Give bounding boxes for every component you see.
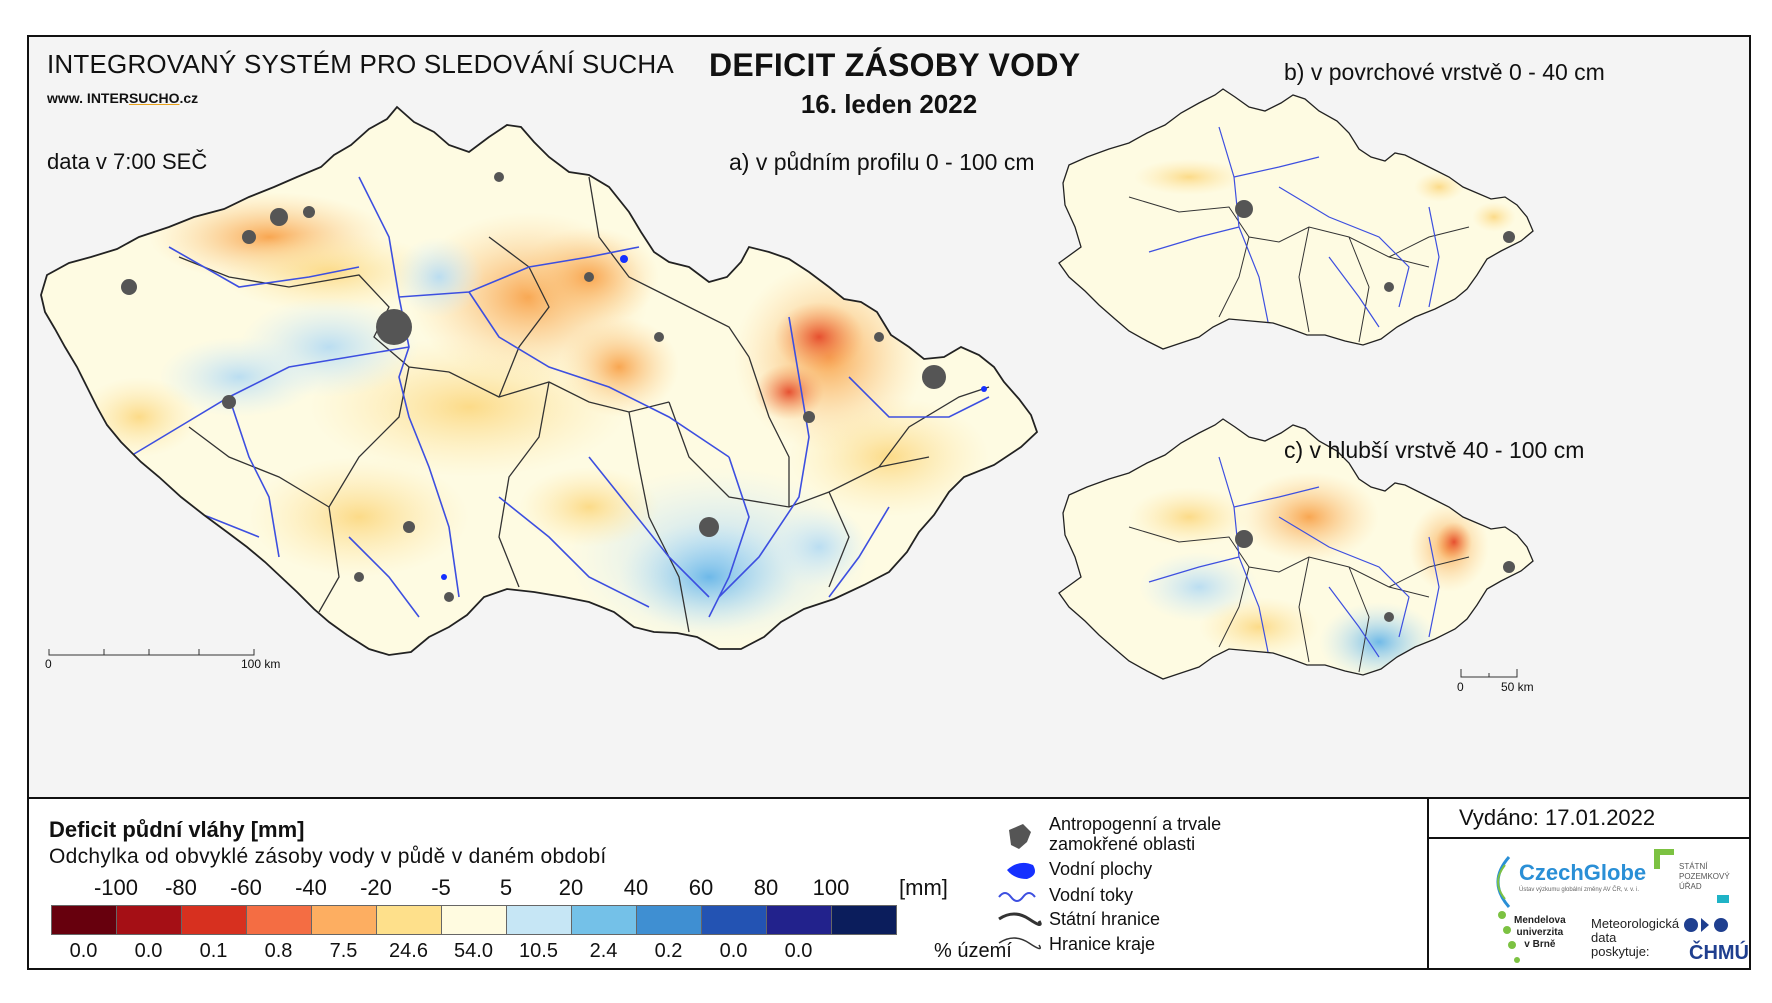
website-prefix: www. INTER (47, 90, 129, 106)
legend-title: Deficit půdní vláhy [mm] (49, 817, 305, 842)
legend-bin (51, 905, 117, 935)
map-area: INTEGROVANÝ SYSTÉM PRO SLEDOVÁNÍ SUCHA w… (29, 37, 1749, 799)
map-date: 16. leden 2022 (800, 89, 978, 119)
small-scalebar (1460, 669, 1518, 678)
legend-percentage: 7.5 (329, 940, 358, 962)
panel-c-label: c) v hlubší vrstvě 40 - 100 cm (1284, 437, 1585, 463)
legend-tick-label: 20 (558, 875, 584, 900)
czechglobe-logo: CzechGlobe (1519, 860, 1647, 885)
key-water-bodies: Vodní plochy (1049, 859, 1153, 879)
key-region-border: Hranice kraje (1049, 934, 1156, 954)
legend-tick-label: 5 (499, 875, 513, 900)
legend-unit: [mm] (899, 875, 948, 900)
website-suffix: .cz (179, 90, 199, 106)
czechglobe-logo-icon (1496, 856, 1511, 908)
main-scale-start: 0 (45, 657, 52, 671)
legend-bin (246, 905, 312, 935)
water-body-icon (1007, 862, 1035, 879)
chmu-logo-icon (1684, 918, 1728, 932)
legend-tick-label: -100 (93, 875, 139, 900)
legend-tick-label: -5 (431, 875, 451, 900)
website-link[interactable]: www. INTERSUCHO.cz (47, 90, 198, 106)
legend-percentage: 0.0 (69, 940, 98, 962)
spu-logo: STÁTNÍ POZEMKOVÝ ÚŘAD (1679, 862, 1730, 891)
map-frame: INTEGROVANÝ SYSTÉM PRO SLEDOVÁNÍ SUCHA w… (27, 35, 1751, 970)
legend-percentage: 10.5 (519, 940, 558, 962)
divider-vertical (1427, 797, 1429, 970)
main-scale-end: 100 km (241, 657, 281, 671)
main-map (40, 106, 1038, 656)
legend-percentage: 0.1 (199, 940, 228, 962)
legend-tick-label: 40 (623, 875, 649, 900)
website-underlined: SUCHO (128, 90, 180, 106)
key-rivers: Vodní toky (1049, 885, 1134, 905)
legend-bin (701, 905, 767, 935)
panel-b-label: b) v povrchové vrstvě 0 - 40 cm (1284, 59, 1605, 85)
legend-bin (636, 905, 702, 935)
panel-a-label: a) v půdním profilu 0 - 100 cm (729, 149, 1035, 175)
river-icon (998, 892, 1036, 902)
issued-date: Vydáno: 17.01.2022 (1459, 805, 1656, 830)
main-scalebar (48, 649, 255, 656)
small-scale-start: 0 (1457, 680, 1464, 694)
legend-bin (311, 905, 377, 935)
legend-percentage: 0.0 (719, 940, 748, 962)
small-scale-end: 50 km (1501, 680, 1534, 694)
page-title: DEFICIT ZÁSOBY VODY (709, 47, 1081, 83)
map-panel-b (1058, 88, 1534, 350)
legend-percentage: 0.8 (264, 940, 293, 962)
legend-bin (181, 905, 247, 935)
legend-subtitle: Odchylka od obvyklé zásoby vody v půdě v… (49, 845, 607, 868)
legend-percentage: 0.0 (134, 940, 163, 962)
mendel-logo: Mendelova univerzita v Brně (1514, 915, 1566, 950)
legend-bin (441, 905, 507, 935)
legend-bin (831, 905, 897, 935)
legend-percentage: 0.0 (784, 940, 813, 962)
key-state-border: Státní hranice (1049, 909, 1161, 929)
legend-percentage: 2.4 (589, 940, 618, 962)
legend-bin (571, 905, 637, 935)
meteo-data-provider: Meteorologická data poskytuje: (1591, 916, 1680, 959)
legend-pct-unit: % území (934, 940, 1012, 962)
legend-tick-label: -80 (165, 875, 197, 900)
legend-bin (116, 905, 182, 935)
legend-tick-label: 80 (753, 875, 779, 900)
maps-svg (40, 88, 1534, 680)
legend-tick-label: 60 (688, 875, 714, 900)
legend-percentage: 24.6 (389, 940, 428, 962)
legend-tick-label: -40 (295, 875, 327, 900)
data-time: data v 7:00 SEČ (47, 149, 208, 174)
legend-tick-label: -20 (360, 875, 392, 900)
system-title: INTEGROVANÝ SYSTÉM PRO SLEDOVÁNÍ SUCHA (47, 49, 674, 79)
urban-area-icon (1009, 824, 1031, 849)
chmu-logo: ČHMÚ (1689, 942, 1749, 964)
legend-bin (766, 905, 832, 935)
czechglobe-subtitle: Ústav výzkumu globální změny AV ČR, v. v… (1519, 887, 1640, 893)
legend-tick-label: 100 (812, 875, 850, 900)
legend-color-bins (51, 905, 897, 935)
key-urban: Antropogenní a trvale zamokřené oblasti (1049, 814, 1222, 854)
legend-tick-label: -60 (230, 875, 262, 900)
legend-bin (376, 905, 442, 935)
legend-bin (506, 905, 572, 935)
legend-percentage: 0.2 (654, 940, 683, 962)
state-border-icon (998, 912, 1042, 926)
divider-horizontal (1429, 837, 1749, 839)
legend-percentage: 54.0 (454, 940, 493, 962)
